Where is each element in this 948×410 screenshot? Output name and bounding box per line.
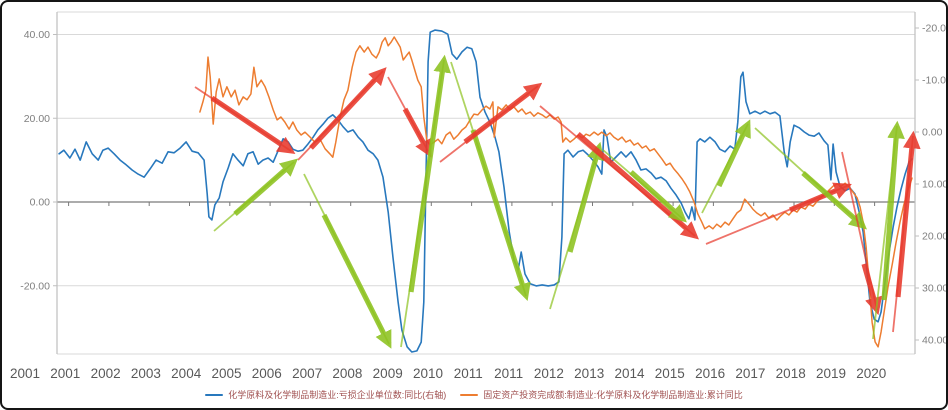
legend-line-blue-icon	[205, 393, 224, 396]
trend-arrow-green	[408, 54, 452, 293]
y-axis-label-right: 20.00	[922, 231, 948, 243]
y-axis-label-left: 20.00	[24, 113, 50, 125]
x-axis-label: 2009	[373, 366, 403, 381]
x-axis-label: 2003	[131, 366, 161, 381]
axes	[53, 12, 919, 354]
legend: 化学原料及化学制品制造业:亏损企业单位数:同比(右轴) 固定资产投资完成额:制造…	[2, 388, 946, 401]
gridlines	[57, 11, 915, 355]
y-axis-label-left: 0.00	[30, 197, 51, 209]
trend-arrow-green	[321, 213, 392, 349]
legend-label-loss-enterprises: 化学原料及化学制品制造业:亏损企业单位数:同比(右轴)	[228, 390, 447, 400]
trend-arrow-green	[567, 141, 605, 253]
series-line-loss-enterprises	[58, 29, 913, 353]
trend-arrow-green	[470, 129, 531, 302]
trend-arrow-red	[463, 82, 543, 145]
y-axis-label-right: 40.00	[922, 335, 948, 347]
x-axis-label: 2012	[534, 366, 564, 381]
x-axis-label: 2018	[776, 366, 806, 381]
trend-arrow-green	[881, 120, 905, 301]
y-axis-label-left: 40.00	[24, 29, 50, 41]
x-axis-label: 2017	[735, 366, 765, 381]
trend-arrows	[194, 54, 921, 349]
x-axis-label: 2013	[574, 366, 604, 381]
y-axis-label-right: 30.00	[922, 283, 948, 295]
x-axis-label: 2020	[856, 366, 886, 381]
trend-arrow-red	[402, 107, 432, 158]
x-axis-label: 2010	[413, 366, 443, 381]
y-axis-label-right: 0.00	[922, 127, 943, 139]
trend-arrow-red	[576, 132, 699, 240]
x-axis-label: 2014	[614, 366, 645, 381]
x-axis-label: 2008	[332, 366, 362, 381]
trend-arrow-green	[233, 158, 298, 216]
trend-arrow-green	[801, 171, 867, 230]
legend-label-fai-growth: 固定资产投资完成额:制造业:化学原料及化学制品制造业:累计同比	[483, 390, 743, 400]
x-axis-label: 2019	[816, 366, 846, 381]
y-axis-label-right: 10.00	[922, 179, 948, 191]
series-lines	[58, 29, 913, 353]
x-axis-label: 2001	[50, 366, 80, 381]
legend-item-fai-growth[interactable]: 固定资产投资完成额:制造业:化学原料及化学制品制造业:累计同比	[460, 388, 743, 401]
x-axis-label: 2005	[211, 366, 241, 381]
x-axis-label: 2016	[695, 366, 725, 381]
x-axis-label: 2004	[171, 366, 202, 381]
x-axis-label: 2011	[454, 366, 483, 381]
x-axis-label: 2007	[292, 366, 322, 381]
trend-arrow-red	[895, 130, 921, 298]
x-axis-label: 2015	[655, 366, 685, 381]
trend-arrow-green	[716, 119, 751, 188]
trend-arrow-red	[210, 95, 296, 154]
y-axis-label-left: -20.00	[20, 280, 50, 292]
x-axis-label: 2002	[91, 366, 121, 381]
axis-labels: 40.00 20.00 0.00 -20.00 -20.00 -10.00 0.00 10.0…	[10, 23, 948, 382]
x-axis-label: 2006	[252, 366, 282, 381]
x-axis-label: 2011	[494, 366, 523, 381]
trend-arrow-red	[861, 263, 883, 316]
trend-arrow-red	[788, 182, 852, 213]
legend-item-loss-enterprises[interactable]: 化学原料及化学制品制造业:亏损企业单位数:同比(右轴)	[205, 388, 446, 401]
legend-line-orange-icon	[460, 393, 479, 396]
series-line-fai-growth	[199, 36, 913, 348]
y-axis-label-right: -10.00	[922, 75, 948, 87]
trend-arrow-red	[309, 67, 387, 150]
trend-arrow-green	[629, 170, 687, 223]
x-axis-label: 2001	[10, 366, 40, 381]
y-axis-label-right: -20.00	[922, 23, 948, 35]
